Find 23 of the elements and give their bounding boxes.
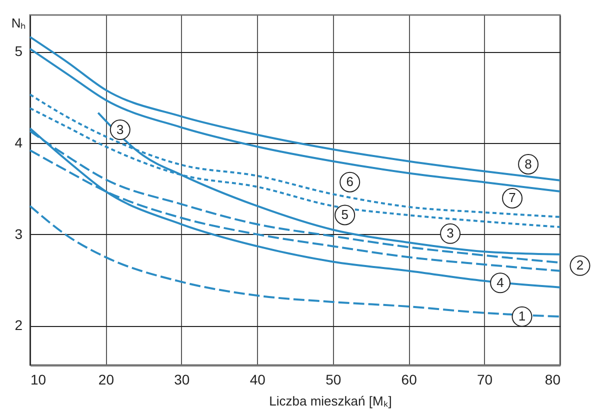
series-label: 7 — [508, 190, 516, 206]
series-label: 1 — [518, 308, 526, 324]
series-label: 2 — [576, 258, 584, 273]
y-axis-title: Nₕ — [11, 16, 26, 30]
x-tick-label: 60 — [401, 372, 418, 388]
series-label: 8 — [524, 156, 532, 172]
series-label: 5 — [341, 206, 348, 222]
x-tick-label: 80 — [544, 372, 561, 388]
y-tick-label: 4 — [14, 134, 23, 150]
x-tick-label: 50 — [326, 372, 342, 388]
x-tick-label: 30 — [174, 372, 190, 388]
y-tick-label: 2 — [14, 317, 23, 334]
series-label: 3 — [116, 122, 124, 137]
x-tick-label: 10 — [30, 372, 46, 388]
x-tick-label: 70 — [476, 372, 493, 388]
y-tick-label: 3 — [14, 226, 23, 242]
x-axis-title: Liczba mieszkań [Mₖ] — [269, 394, 392, 408]
y-tick-label: 5 — [14, 43, 23, 60]
text: 3 — [446, 226, 454, 241]
series-label: 6 — [346, 174, 354, 190]
series-label: 4 — [496, 274, 504, 290]
x-tick-label: 40 — [250, 372, 266, 388]
x-tick-label: 20 — [98, 372, 114, 388]
